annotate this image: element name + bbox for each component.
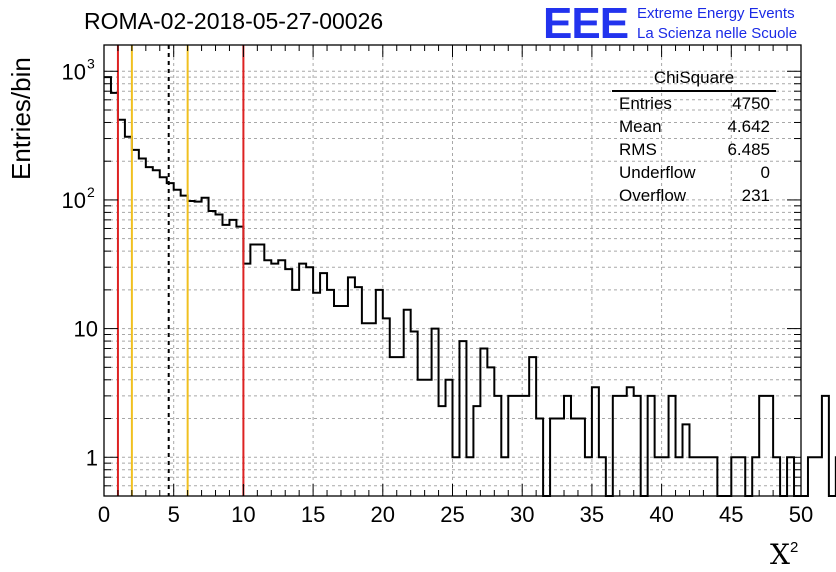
stats-label: Overflow bbox=[619, 186, 687, 205]
stats-value: 231 bbox=[741, 186, 770, 205]
chart-title: ROMA-02-2018-05-27-00026 bbox=[84, 8, 384, 34]
x-tick-label: 20 bbox=[371, 502, 395, 527]
stats-label: Entries bbox=[619, 94, 672, 113]
eee-logo-letters: EEE bbox=[543, 0, 629, 48]
stats-row-underflow: Underflow 0 bbox=[612, 161, 776, 184]
stats-title: ChiSquare bbox=[612, 67, 776, 92]
x-tick-label: 5 bbox=[168, 502, 180, 527]
x-tick-label: 35 bbox=[580, 502, 604, 527]
x-tick-label: 15 bbox=[301, 502, 325, 527]
x-tick-label: 45 bbox=[719, 502, 743, 527]
logo-line-1: Extreme Energy Events bbox=[637, 5, 795, 22]
stats-label: Mean bbox=[619, 117, 662, 136]
stats-row-overflow: Overflow 231 bbox=[612, 184, 776, 207]
stats-label: Underflow bbox=[619, 163, 696, 182]
y-tick-label: 10 bbox=[62, 59, 86, 84]
stats-row-mean: Mean 4.642 bbox=[612, 115, 776, 138]
stats-row-rms: RMS 6.485 bbox=[612, 138, 776, 161]
y-tick-label: 1 bbox=[86, 445, 98, 470]
y-tick-exponent: 3 bbox=[87, 55, 95, 71]
x-tick-label: 25 bbox=[440, 502, 464, 527]
stats-rows: Entries 4750 Mean 4.642 RMS 6.485 Underflow 0 Ov… bbox=[612, 92, 776, 207]
x-tick-label: 10 bbox=[231, 502, 255, 527]
stats-value: 6.485 bbox=[727, 140, 770, 159]
eee-logo: EEE Extreme Energy Events La Scienza nel… bbox=[543, 2, 833, 46]
logo-line-2: La Scienza nelle Scuole bbox=[637, 25, 798, 42]
stats-box: ChiSquare Entries 4750 Mean 4.642 RMS 6.485 Un… bbox=[612, 67, 776, 207]
stats-value: 4.642 bbox=[727, 117, 770, 136]
stats-value: 4750 bbox=[732, 94, 770, 113]
x-tick-label: 0 bbox=[98, 502, 110, 527]
y-tick-label: 10 bbox=[74, 317, 98, 342]
stats-row-entries: Entries 4750 bbox=[612, 92, 776, 115]
x-tick-label: 50 bbox=[789, 502, 813, 527]
stats-label: RMS bbox=[619, 140, 657, 159]
stats-value: 0 bbox=[760, 163, 770, 182]
x-tick-label: 30 bbox=[510, 502, 534, 527]
x-axis-label-base: X bbox=[770, 538, 790, 571]
x-axis-label: X2 bbox=[770, 538, 798, 571]
x-axis-label-superscript: 2 bbox=[789, 539, 799, 556]
y-tick-exponent: 2 bbox=[87, 184, 95, 200]
x-tick-label: 40 bbox=[649, 502, 673, 527]
y-tick-label: 10 bbox=[62, 188, 86, 213]
